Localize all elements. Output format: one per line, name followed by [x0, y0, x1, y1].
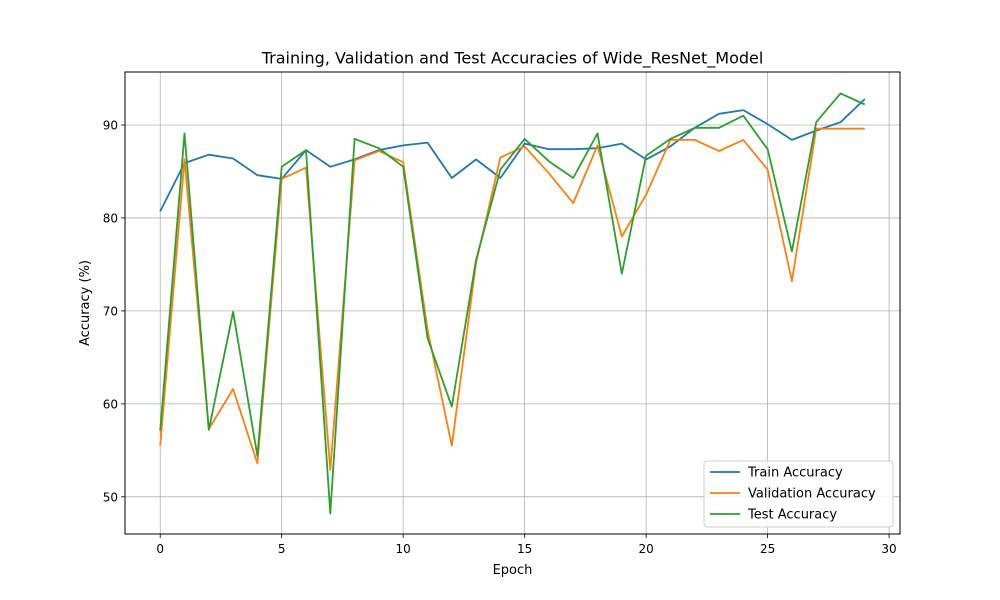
legend-label-validation-accuracy: Validation Accuracy: [748, 487, 876, 502]
x-tick-label: 20: [638, 542, 653, 556]
y-tick-label: 70: [103, 304, 118, 318]
x-tick-label: 25: [760, 542, 775, 556]
y-tick-label: 90: [103, 118, 118, 132]
x-tick-label: 30: [881, 542, 896, 556]
legend-box: [703, 460, 894, 528]
x-tick-label: 0: [156, 542, 164, 556]
x-axis-ticks: 0 5 10 15 20 25 30: [156, 534, 897, 556]
y-axis-label: Accuracy (%): [78, 260, 93, 346]
legend-label-test-accuracy: Test Accuracy: [747, 508, 837, 523]
y-tick-label: 60: [103, 397, 118, 411]
train-accuracy-line: [159, 98, 866, 212]
test-accuracy-line: [159, 92, 866, 515]
y-tick-label: 80: [103, 211, 118, 225]
series-lines: [159, 92, 866, 515]
legend-label-train-accuracy: Train Accuracy: [747, 466, 843, 481]
y-tick-label: 50: [103, 490, 118, 504]
y-axis-ticks: 50 60 70 80 90: [103, 118, 125, 504]
x-axis-label: Epoch: [493, 563, 533, 578]
validation-accuracy-line: [159, 127, 865, 471]
legend: Train Accuracy Validation Accuracy Test Ac…: [703, 460, 894, 528]
x-tick-label: 15: [517, 542, 532, 556]
plot-frame: [124, 71, 901, 535]
x-tick-label: 10: [396, 542, 411, 556]
x-tick-label: 5: [278, 542, 286, 556]
chart-title: Training, Validation and Test Accuracies…: [261, 49, 764, 69]
